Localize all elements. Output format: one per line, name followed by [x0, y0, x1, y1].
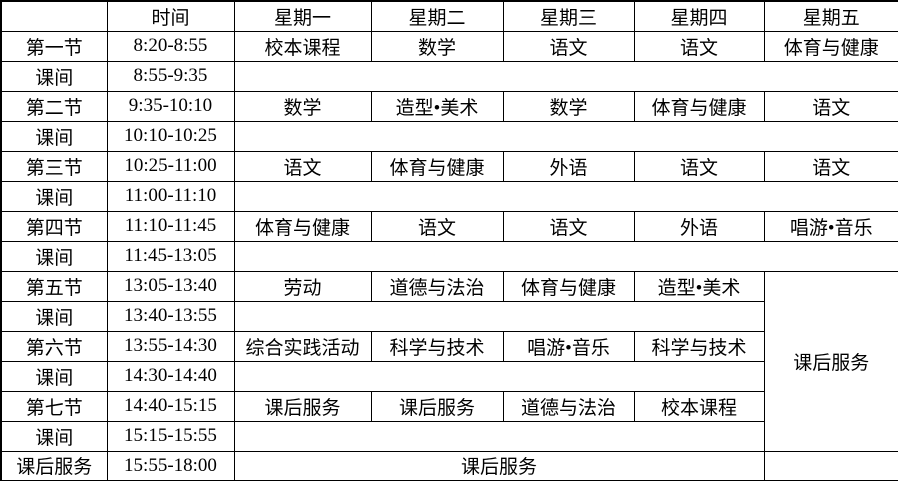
period-label-cell: 第六节: [0, 330, 108, 362]
subject-cell: 道德与法治: [370, 270, 504, 302]
header-row: 时间 星期一 星期二 星期三 星期四 星期五: [0, 0, 898, 32]
time-cell: 10:25-11:00: [106, 150, 235, 182]
subject-cell: 数学: [502, 90, 635, 122]
time-cell: 15:15-15:55: [106, 420, 235, 452]
subject-cell: 造型•美术: [370, 90, 504, 122]
subject-cell: 体育与健康: [763, 30, 898, 62]
subject-cell: 语文: [763, 150, 898, 182]
time-cell: 14:40-15:15: [106, 390, 235, 422]
time-cell: 8:20-8:55: [106, 30, 235, 62]
friday-afterschool-block-cell: 课后服务: [763, 270, 898, 452]
break-span-cell: [233, 420, 765, 452]
period-label-cell: 课间: [0, 420, 108, 452]
subject-cell: 体育与健康: [633, 90, 765, 122]
subject-cell: 语文: [763, 90, 898, 122]
friday-empty-cell: [763, 450, 898, 481]
break-span-cell: [233, 360, 765, 392]
period-row: 第五节 13:05-13:40 劳动 道德与法治 体育与健康 造型•美术 课后服…: [0, 270, 898, 452]
subject-cell: 语文: [633, 30, 765, 62]
subject-cell: 课后服务: [370, 390, 504, 422]
period-label-cell: 课间: [0, 240, 108, 272]
time-cell: 11:45-13:05: [106, 240, 235, 272]
day-header-monday: 星期一: [233, 0, 372, 32]
day-header-friday: 星期五: [763, 0, 898, 32]
period-row: 第二节 9:35-10:10 数学 造型•美术 数学 体育与健康 语文: [0, 90, 898, 122]
subject-cell: 劳动: [233, 270, 372, 302]
period-label-cell: 第七节: [0, 390, 108, 422]
subject-cell: 造型•美术: [633, 270, 765, 302]
subject-cell: 校本课程: [233, 30, 372, 62]
subject-cell: 语文: [370, 210, 504, 242]
period-label-cell: 第五节: [0, 270, 108, 302]
subject-cell: 唱游•音乐: [502, 330, 635, 362]
afterschool-span-cell: 课后服务: [233, 450, 765, 481]
time-cell: 9:35-10:10: [106, 90, 235, 122]
break-row: 课间 13:40-13:55: [0, 300, 898, 332]
subject-cell: 语文: [233, 150, 372, 182]
period-row: 第四节 11:10-11:45 体育与健康 语文 语文 外语 唱游•音乐: [0, 210, 898, 242]
time-cell: 11:10-11:45: [106, 210, 235, 242]
subject-cell: 数学: [233, 90, 372, 122]
period-label-cell: 第一节: [0, 30, 108, 62]
subject-cell: 语文: [502, 30, 635, 62]
time-cell: 13:55-14:30: [106, 330, 235, 362]
time-cell: 13:40-13:55: [106, 300, 235, 332]
break-row: 课间 10:10-10:25: [0, 120, 898, 152]
period-label-cell: 课间: [0, 180, 108, 212]
subject-cell: 语文: [633, 150, 765, 182]
subject-cell: 语文: [502, 210, 635, 242]
time-cell: 13:05-13:40: [106, 270, 235, 302]
day-header-wednesday: 星期三: [502, 0, 635, 32]
period-label-cell: 第三节: [0, 150, 108, 182]
time-cell: 11:00-11:10: [106, 180, 235, 212]
period-row: 第六节 13:55-14:30 综合实践活动 科学与技术 唱游•音乐 科学与技术: [0, 330, 898, 362]
subject-cell: 校本课程: [633, 390, 765, 422]
break-span-cell: [233, 60, 898, 92]
subject-cell: 综合实践活动: [233, 330, 372, 362]
period-row: 第七节 14:40-15:15 课后服务 课后服务 道德与法治 校本课程: [0, 390, 898, 422]
break-span-cell: [233, 240, 898, 272]
subject-cell: 外语: [633, 210, 765, 242]
subject-cell: 体育与健康: [233, 210, 372, 242]
time-cell: 14:30-14:40: [106, 360, 235, 392]
subject-cell: 道德与法治: [502, 390, 635, 422]
break-span-cell: [233, 120, 898, 152]
period-label-cell: 课间: [0, 360, 108, 392]
time-cell: 15:55-18:00: [106, 450, 235, 481]
subject-cell: 外语: [502, 150, 635, 182]
subject-cell: 体育与健康: [502, 270, 635, 302]
day-header-tuesday: 星期二: [370, 0, 504, 32]
period-label-cell: 课间: [0, 300, 108, 332]
break-row: 课间 15:15-15:55: [0, 420, 898, 452]
day-header-thursday: 星期四: [633, 0, 765, 32]
period-label-cell: 课间: [0, 60, 108, 92]
corner-cell: [0, 0, 108, 32]
afterschool-row: 课后服务 15:55-18:00 课后服务: [0, 450, 898, 481]
break-span-cell: [233, 180, 898, 212]
subject-cell: 唱游•音乐: [763, 210, 898, 242]
subject-cell: 数学: [370, 30, 504, 62]
time-cell: 10:10-10:25: [106, 120, 235, 152]
break-span-cell: [233, 300, 765, 332]
time-cell: 8:55-9:35: [106, 60, 235, 92]
break-row: 课间 11:45-13:05: [0, 240, 898, 272]
period-label-cell: 第四节: [0, 210, 108, 242]
period-label-cell: 第二节: [0, 90, 108, 122]
break-row: 课间 8:55-9:35: [0, 60, 898, 92]
subject-cell: 科学与技术: [370, 330, 504, 362]
period-label-cell: 课间: [0, 120, 108, 152]
period-label-cell: 课后服务: [0, 450, 108, 481]
period-row: 第三节 10:25-11:00 语文 体育与健康 外语 语文 语文: [0, 150, 898, 182]
break-row: 课间 11:00-11:10: [0, 180, 898, 212]
subject-cell: 科学与技术: [633, 330, 765, 362]
subject-cell: 体育与健康: [370, 150, 504, 182]
break-row: 课间 14:30-14:40: [0, 360, 898, 392]
period-row: 第一节 8:20-8:55 校本课程 数学 语文 语文 体育与健康: [0, 30, 898, 62]
time-column-header: 时间: [106, 0, 235, 32]
subject-cell: 课后服务: [233, 390, 372, 422]
